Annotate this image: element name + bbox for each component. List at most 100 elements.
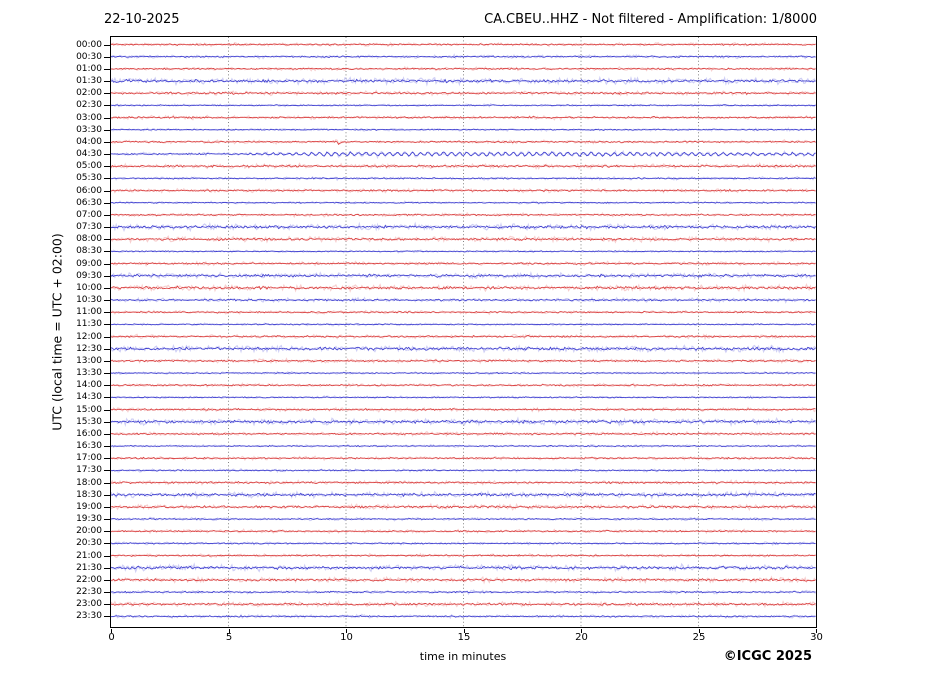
y-tick-label: 13:30 xyxy=(76,368,102,379)
y-tick-label: 10:30 xyxy=(76,295,102,306)
y-tick-label: 12:00 xyxy=(76,331,102,342)
y-tick-label: 09:00 xyxy=(76,258,102,269)
y-tick-label: 08:00 xyxy=(76,234,102,245)
x-tick-mark xyxy=(111,629,112,633)
y-tick-label: 02:00 xyxy=(76,88,102,99)
y-tick-mark xyxy=(103,421,111,423)
y-tick-label: 11:30 xyxy=(76,319,102,330)
y-tick-label: 15:30 xyxy=(76,416,102,427)
x-tick-label: 0 xyxy=(108,632,115,643)
y-tick-mark xyxy=(103,251,111,253)
y-tick-mark xyxy=(103,592,111,594)
y-tick-label: 22:30 xyxy=(76,587,102,598)
x-tick-label: 10 xyxy=(340,632,353,643)
y-tick-label: 03:00 xyxy=(76,112,102,123)
x-tick-label: 15 xyxy=(457,632,471,643)
y-tick-mark xyxy=(103,56,111,58)
y-tick-label: 16:00 xyxy=(76,428,102,439)
y-tick-mark xyxy=(103,44,111,46)
y-tick-label: 01:00 xyxy=(76,63,102,74)
y-tick-label: 00:00 xyxy=(76,39,102,50)
y-tick-mark xyxy=(103,190,111,192)
y-tick-mark xyxy=(103,373,111,375)
y-tick-label: 15:00 xyxy=(76,404,102,415)
y-tick-label: 08:30 xyxy=(76,246,102,257)
y-tick-label: 17:00 xyxy=(76,453,102,464)
y-tick-mark xyxy=(103,141,111,143)
y-tick-mark xyxy=(103,93,111,95)
y-tick-label: 18:30 xyxy=(76,489,102,500)
y-tick-mark xyxy=(103,506,111,508)
y-tick-label: 03:30 xyxy=(76,124,102,135)
y-tick-label: 14:00 xyxy=(76,380,102,391)
y-tick-label: 18:00 xyxy=(76,477,102,488)
y-tick-mark xyxy=(103,154,111,155)
x-tick-mark xyxy=(463,629,465,633)
y-tick-label: 05:00 xyxy=(76,161,102,172)
y-tick-mark xyxy=(103,616,111,618)
y-tick-label: 04:30 xyxy=(76,149,102,159)
y-tick-label: 22:00 xyxy=(76,574,102,585)
y-tick-label: 11:00 xyxy=(76,307,102,318)
copyright-label: ©ICGC 2025 xyxy=(723,649,812,664)
x-tick-label: 30 xyxy=(810,632,823,643)
y-tick-label: 07:30 xyxy=(76,222,102,233)
y-tick-mark xyxy=(103,604,111,606)
y-tick-mark xyxy=(103,324,111,326)
y-tick-mark xyxy=(103,470,111,472)
y-tick-label: 04:00 xyxy=(76,136,102,147)
y-tick-label: 23:00 xyxy=(76,599,102,610)
y-tick-label: 06:00 xyxy=(76,185,102,196)
y-tick-label: 14:30 xyxy=(76,392,102,403)
y-tick-label: 02:30 xyxy=(76,100,102,111)
y-tick-mark xyxy=(103,68,111,70)
y-tick-label: 12:30 xyxy=(76,343,102,354)
y-tick-mark xyxy=(103,567,111,569)
y-tick-mark xyxy=(103,214,111,216)
y-tick-label: 20:30 xyxy=(76,538,102,549)
y-tick-mark xyxy=(103,543,111,545)
y-tick-mark xyxy=(103,458,111,460)
y-tick-label: 13:00 xyxy=(76,355,102,366)
y-tick-mark xyxy=(103,446,111,448)
x-tick-mark xyxy=(816,629,817,633)
x-tick-mark xyxy=(698,629,700,633)
y-tick-label: 20:00 xyxy=(76,526,102,537)
y-tick-mark xyxy=(103,482,111,484)
y-tick-label: 09:30 xyxy=(76,270,102,281)
y-tick-mark xyxy=(103,397,111,399)
y-tick-mark xyxy=(103,105,111,107)
y-tick-mark xyxy=(103,336,111,338)
y-tick-mark xyxy=(103,348,111,350)
y-tick-label: 00:30 xyxy=(76,51,102,62)
y-tick-label: 16:30 xyxy=(76,441,102,452)
y-tick-mark xyxy=(103,129,111,131)
y-tick-mark xyxy=(103,579,111,581)
x-tick-mark xyxy=(346,629,347,633)
y-tick-mark xyxy=(103,300,111,302)
x-tick-mark xyxy=(581,629,582,633)
y-tick-mark xyxy=(103,360,111,362)
y-tick-mark xyxy=(103,519,111,521)
y-tick-label: 06:30 xyxy=(76,197,102,208)
y-tick-label: 23:30 xyxy=(76,611,102,622)
y-tick-mark xyxy=(103,433,111,435)
y-tick-mark xyxy=(103,385,111,387)
y-tick-mark xyxy=(103,202,111,204)
x-tick-mark xyxy=(228,629,230,633)
y-tick-label: 10:00 xyxy=(76,282,102,293)
x-axis-label: time in minutes xyxy=(419,650,507,663)
y-tick-mark xyxy=(103,287,111,289)
y-tick-mark xyxy=(103,117,111,119)
y-tick-mark xyxy=(103,555,111,557)
y-tick-mark xyxy=(103,494,111,496)
y-tick-mark xyxy=(103,531,111,533)
y-tick-mark xyxy=(103,312,111,314)
y-tick-mark xyxy=(103,239,111,241)
y-tick-label: 21:30 xyxy=(76,562,102,573)
station-title: CA.CBEU..HHZ - Not filtered - Amplificat… xyxy=(484,12,817,27)
x-tick-label: 5 xyxy=(225,632,233,643)
y-tick-mark xyxy=(103,81,111,82)
y-tick-mark xyxy=(103,178,111,180)
